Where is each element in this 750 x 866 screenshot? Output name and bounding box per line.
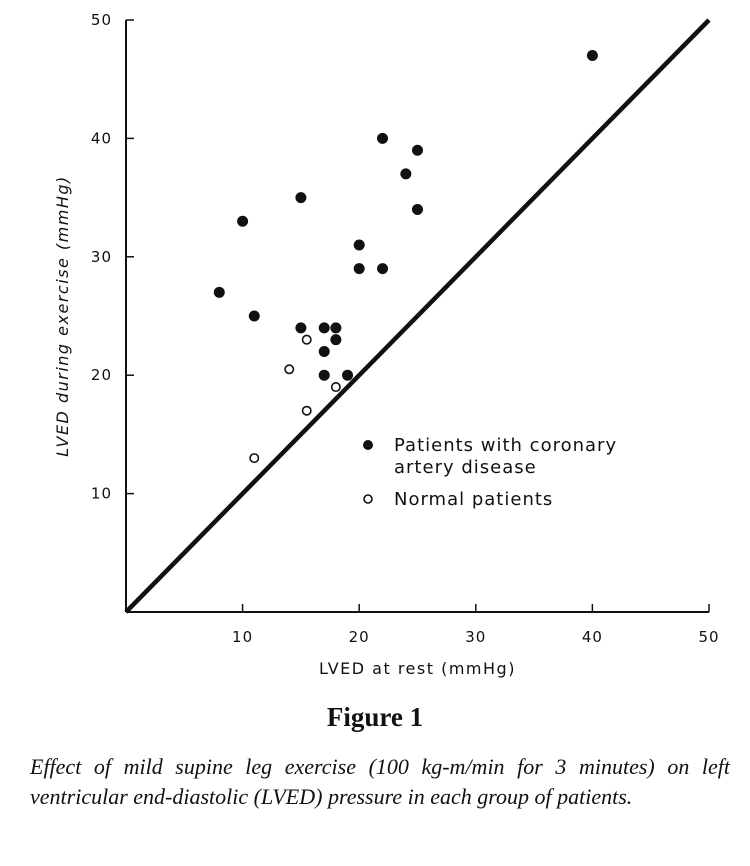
cad-point (342, 369, 354, 381)
y-tick-label: 50 (91, 11, 112, 29)
y-tick-label: 20 (91, 366, 112, 384)
figure-title: Figure 1 (326, 702, 424, 732)
legend-marker-open (363, 494, 373, 504)
legend-label: Patients with coronary (394, 435, 617, 456)
cad-point (318, 346, 330, 358)
y-tick-label: 10 (91, 485, 112, 503)
cad-point (412, 144, 423, 156)
y-axis-label: LVED during exercise (mmHg) (53, 175, 72, 457)
normal-point (284, 364, 295, 375)
y-tick-label: 40 (91, 129, 112, 147)
figure-caption: Effect of mild supine leg exercise (100 … (30, 754, 730, 809)
identity-reference-line (124, 18, 711, 614)
cad-point (237, 215, 249, 227)
x-axis-label: LVED at rest (mmHg) (319, 659, 516, 678)
cad-point (295, 322, 307, 334)
x-tick-label: 20 (349, 628, 370, 646)
legend-marker-filled (363, 440, 373, 450)
normal-point (249, 453, 260, 464)
data-points (213, 50, 598, 464)
x-tick-label: 40 (582, 628, 603, 646)
cad-point (400, 168, 412, 180)
cad-point (248, 310, 260, 322)
cad-point (330, 334, 342, 346)
axes: 10 20 30 40 50 10 20 30 40 50 (91, 11, 719, 646)
cad-point (318, 322, 330, 334)
cad-point (353, 263, 365, 275)
legend-label: artery disease (394, 457, 537, 478)
x-tick-label: 50 (698, 628, 719, 646)
cad-point (353, 239, 365, 251)
normal-point (330, 382, 341, 393)
cad-point (377, 132, 389, 144)
identity-line (124, 18, 711, 614)
cad-point (213, 286, 225, 298)
cad-point (412, 203, 423, 215)
y-tick-label: 30 (91, 248, 112, 266)
scatter-chart: 10 20 30 40 50 10 20 30 40 50 Patients with coron… (53, 11, 719, 678)
legend-label: Normal patients (394, 489, 553, 510)
cad-point (377, 263, 389, 275)
normal-point (301, 334, 312, 345)
cad-point (318, 369, 330, 381)
cad-point (330, 322, 342, 334)
cad-point (586, 50, 598, 62)
cad-point (295, 192, 307, 204)
normal-point (301, 405, 312, 416)
x-tick-label: 10 (232, 628, 253, 646)
x-tick-label: 30 (465, 628, 486, 646)
